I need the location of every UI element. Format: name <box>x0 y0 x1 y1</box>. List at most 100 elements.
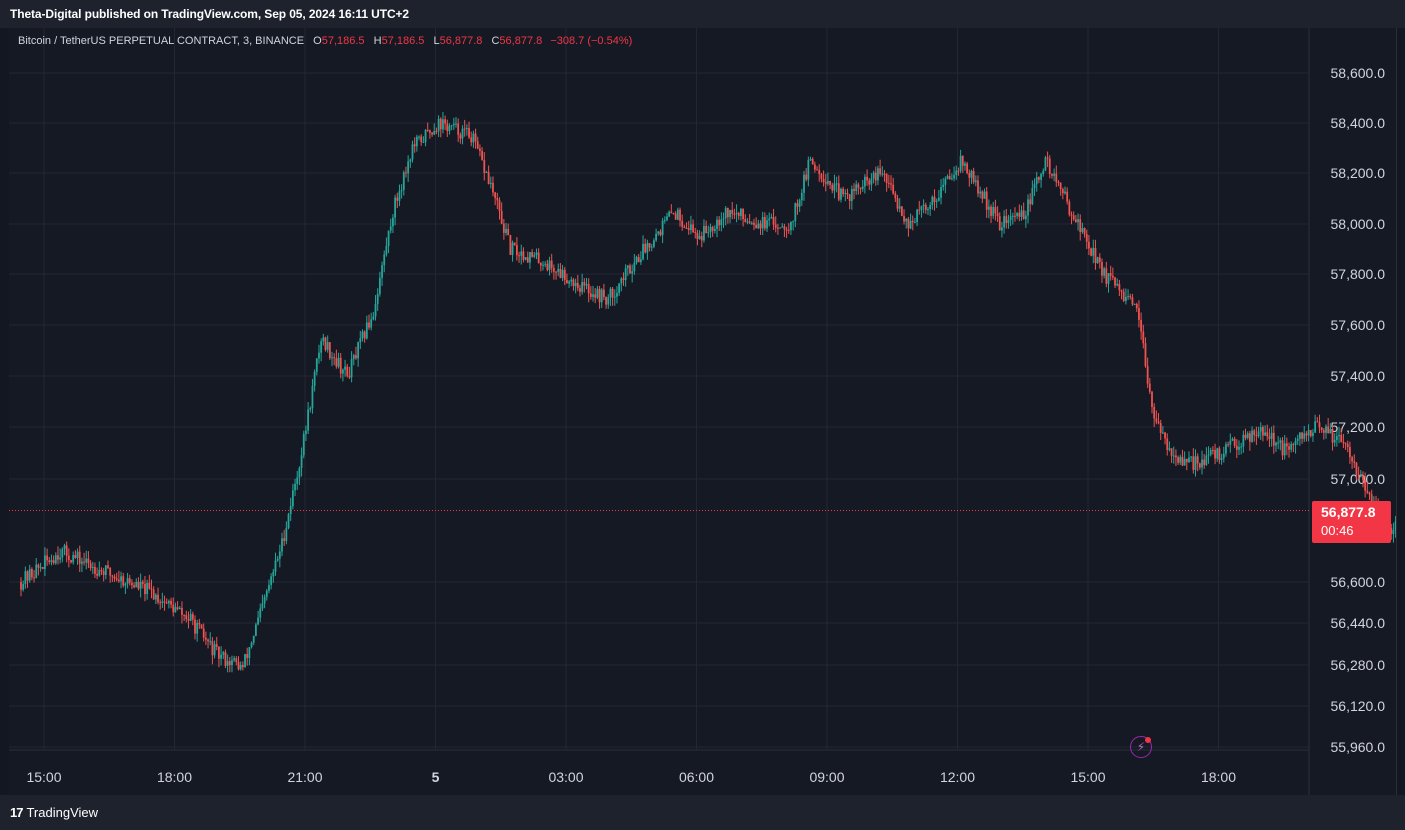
candle-body <box>1111 275 1114 278</box>
candle-body <box>663 219 666 221</box>
time-tick-label: 15:00 <box>26 769 61 785</box>
candle-body <box>935 200 938 202</box>
price-tick-label: 58,200.0 <box>1331 165 1386 181</box>
candle-body <box>352 355 355 359</box>
candle-body <box>1353 461 1356 463</box>
candle-body <box>807 160 810 180</box>
candle-body <box>1020 210 1023 217</box>
candle-body <box>809 158 812 161</box>
candle-body <box>283 538 286 542</box>
candle-body <box>568 281 570 284</box>
candle-body <box>1170 448 1173 456</box>
candle-body <box>461 128 464 139</box>
candle-body <box>672 213 675 215</box>
candle-body <box>942 184 945 188</box>
candle-body <box>626 265 629 269</box>
candle-body <box>322 337 325 342</box>
candle-body <box>444 119 447 124</box>
candle-body <box>613 296 616 298</box>
candle-body <box>1014 215 1016 217</box>
candle-body <box>1181 456 1184 466</box>
candle-body <box>204 637 207 640</box>
candle-body <box>1272 432 1275 446</box>
candle-body <box>159 602 162 604</box>
lightning-icon[interactable]: ⚡ <box>1130 736 1152 758</box>
candle-body <box>650 246 653 248</box>
price-chart[interactable]: 58,600.0 58,400.0 58,200.0 58,000.0 57,800.0… <box>9 28 1396 795</box>
price-tick-label: 58,600.0 <box>1331 65 1386 81</box>
candle-body <box>1229 440 1232 445</box>
candle-body <box>1270 432 1273 439</box>
candle-body <box>446 123 449 132</box>
candle-body <box>1148 383 1151 392</box>
candle-body <box>244 654 246 668</box>
candle-body <box>1090 248 1092 256</box>
candle-body <box>287 514 290 529</box>
candle-body <box>113 576 116 579</box>
candle-body <box>757 223 760 229</box>
candle-body <box>1018 212 1021 217</box>
candle-body <box>176 607 179 610</box>
candle-body <box>1203 459 1206 466</box>
candle-body <box>344 366 346 370</box>
candle-body <box>724 208 727 219</box>
candle-body <box>1133 304 1136 306</box>
candle-body <box>853 189 855 192</box>
candle-body <box>1198 463 1201 468</box>
candle-body <box>1222 453 1225 459</box>
candle-body <box>146 582 149 595</box>
candle-body <box>542 264 544 266</box>
candle-body <box>222 652 225 655</box>
candle-body <box>424 129 427 142</box>
candle-body <box>281 538 283 552</box>
candle-body <box>516 245 518 256</box>
candle-body <box>881 173 884 175</box>
candle-body <box>737 212 740 216</box>
candle-body <box>864 176 866 187</box>
candle-body <box>1177 457 1179 463</box>
candle-body <box>39 567 42 569</box>
chart-frame[interactable]: 58,600.0 58,400.0 58,200.0 58,000.0 57,800.0… <box>9 28 1397 795</box>
candle-body <box>87 558 90 564</box>
candle-body <box>420 136 423 143</box>
candle-body <box>54 555 57 564</box>
candle-body <box>392 217 394 227</box>
symbol-name: Bitcoin / TetherUS PERPETUAL CONTRACT, 3… <box>18 35 305 47</box>
candle-body <box>668 211 671 217</box>
candle-body <box>224 652 227 666</box>
tradingview-brand[interactable]: 17 TradingView <box>10 805 98 820</box>
candle-body <box>587 284 590 294</box>
candle-body <box>983 191 986 199</box>
candle-body <box>285 528 288 542</box>
candle-body <box>409 159 412 162</box>
candle-body <box>746 221 749 223</box>
candle-body <box>70 560 72 563</box>
candle-body <box>1146 366 1149 384</box>
candle-body <box>1216 448 1219 459</box>
candle-body <box>1281 440 1284 456</box>
candle-body <box>1307 430 1310 436</box>
price-tick-label: 57,400.0 <box>1331 368 1386 384</box>
candle-body <box>1138 308 1140 320</box>
candle-body <box>1116 283 1119 286</box>
candle-body <box>233 658 236 661</box>
candle-body <box>1394 521 1396 530</box>
candle-body <box>685 228 688 230</box>
candle-body <box>772 217 775 225</box>
candle-body <box>670 211 673 214</box>
candle-body <box>900 206 903 217</box>
candle-body <box>531 252 534 257</box>
candle-body <box>796 203 799 207</box>
candle-body <box>829 181 831 185</box>
candle-body <box>374 303 377 317</box>
candle-body <box>163 601 166 603</box>
candle-body <box>122 576 125 586</box>
candle-body <box>1042 170 1045 174</box>
candle-body <box>579 288 581 292</box>
candle-body <box>339 357 342 374</box>
price-tick-label: 56,440.0 <box>1331 615 1386 631</box>
candle-body <box>1140 319 1143 332</box>
time-tick-label: 06:00 <box>679 769 714 785</box>
candle-body <box>1301 432 1303 439</box>
candle-body <box>887 182 890 184</box>
